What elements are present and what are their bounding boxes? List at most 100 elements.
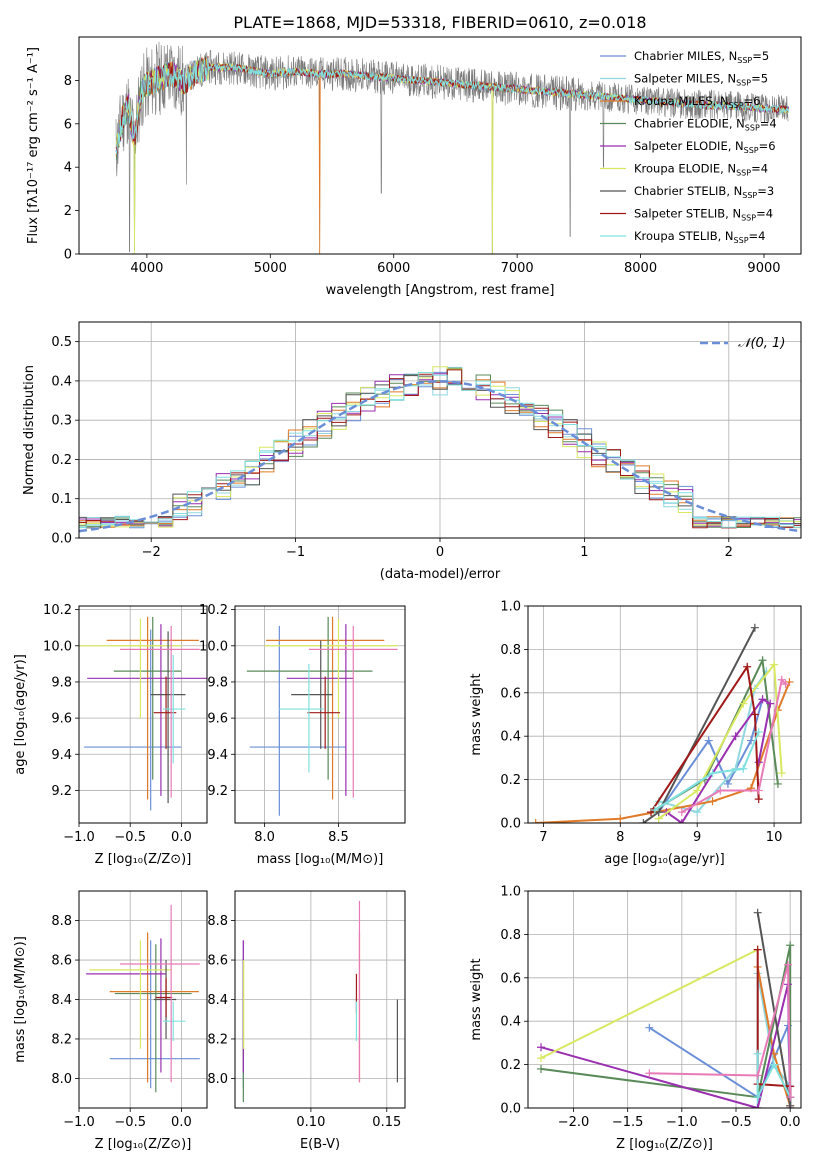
legend-entry: 𝒩(0, 1) — [738, 336, 785, 351]
data-point-marker — [753, 908, 762, 917]
y-tick-label: 10.2 — [43, 603, 72, 618]
histogram-series — [79, 379, 801, 529]
age_vs_mass-axes: 8.0 8.5 9.2 9.4 9.6 9.8 10.0 10.2 mass [log₁₀(M/… — [199, 603, 405, 867]
mass_vs_EBV-errorbars — [242, 900, 399, 1103]
legend-entry: Salpeter STELIB, NSSP=4 — [634, 207, 773, 223]
y-tick-label: 8.8 — [51, 914, 72, 929]
mass-weight-line — [665, 697, 772, 823]
legend-entry: Salpeter MILES, NSSP=5 — [634, 72, 768, 88]
figure-title: PLATE=1868, MJD=53318, FIBERID=0610, z=0… — [233, 13, 646, 32]
mass-weight-line — [535, 681, 791, 823]
y-tick-label: 8.4 — [207, 993, 228, 1008]
axes-frame — [234, 890, 406, 1109]
x-tick-label: −2 — [142, 545, 161, 560]
x-tick-label: 0 — [436, 545, 444, 560]
x-tick-label: 0.0 — [780, 1115, 801, 1130]
data-point-marker — [645, 1069, 654, 1078]
data-point-marker — [753, 1071, 762, 1080]
histogram-series — [79, 367, 801, 528]
mass-weight-line — [540, 984, 792, 1108]
x-axis-label: mass [log₁₀(M/M⊙)] — [257, 852, 384, 867]
age_vs_mass-errorbars — [246, 616, 398, 816]
data-point-marker — [677, 808, 686, 817]
x-tick-label: 8 — [616, 830, 624, 845]
model-spectrum-line — [115, 57, 790, 154]
x-tick-label: 8.0 — [254, 830, 275, 845]
spectrum-legend: Chabrier MILES, NSSP=5 Salpeter MILES, NS… — [600, 49, 777, 245]
x-tick-label: −1.0 — [63, 1115, 95, 1130]
y-tick-label: 8.4 — [51, 993, 72, 1008]
y-tick-label: 8.0 — [207, 1072, 228, 1087]
age_vs_Z-errorbars — [79, 616, 207, 811]
y-tick-label: 0.1 — [51, 492, 72, 507]
mass-weight-line — [650, 664, 760, 813]
y-tick-label: 9.8 — [51, 675, 72, 690]
data-point-marker — [766, 699, 775, 708]
axes-frame — [527, 605, 802, 824]
x-tick-label: 8.5 — [328, 830, 349, 845]
x-tick-label: 6000 — [377, 261, 410, 276]
legend-entry: Chabrier MILES, NSSP=5 — [634, 49, 769, 65]
mass_vs_EBV-axes: 0.10 0.15 8.0 8.2 8.4 8.6 8.8 E(B-V) — [207, 891, 405, 1152]
x-tick-label: −1.0 — [666, 1115, 698, 1130]
y-tick-label: 0.2 — [51, 453, 72, 468]
data-point-marker — [786, 1093, 795, 1102]
y-tick-label: 8.8 — [207, 914, 228, 929]
y-tick-label: 0.4 — [51, 374, 72, 389]
x-axis-label: Z [log₁₀(Z/Z⊙)] — [616, 1137, 713, 1152]
data-point-marker — [753, 1093, 762, 1102]
axes-frame — [527, 890, 802, 1109]
mass-weight-line — [540, 945, 792, 1108]
massweight_vs_Z-axes: −2.0 −1.5 −1.0 −0.5 0.0 0.0 0.2 0.4 0.6 0.8 1.0 Z [… — [469, 885, 801, 1152]
axes-frame — [78, 890, 208, 1109]
axes-frame — [234, 605, 406, 824]
data-point-marker — [531, 819, 540, 823]
y-tick-label: 0.0 — [51, 532, 72, 547]
y-tick-label: 8.0 — [51, 1072, 72, 1087]
x-tick-label: 10 — [766, 830, 783, 845]
data-point-marker — [743, 662, 752, 671]
x-tick-label: 4000 — [130, 261, 163, 276]
y-tick-label: 0.4 — [500, 730, 521, 745]
histogram-series — [79, 371, 801, 529]
data-point-marker — [754, 727, 763, 736]
observed-spectrum-line — [115, 41, 789, 254]
legend-entry: Chabrier ELODIE, NSSP=4 — [634, 117, 777, 133]
x-tick-label: 2 — [725, 545, 733, 560]
model-spectrum-line — [115, 58, 790, 254]
y-axis-label: mass weight — [469, 958, 484, 1040]
legend-entry: Kroupa STELIB, NSSP=4 — [634, 229, 765, 245]
y-axis-label: mass weight — [469, 673, 484, 755]
x-tick-label: −2.0 — [558, 1115, 590, 1130]
data-point-marker — [723, 779, 732, 788]
y-tick-label: 0.2 — [500, 773, 521, 788]
y-tick-label: 0.8 — [500, 643, 521, 658]
y-tick-label: 0.6 — [500, 971, 521, 986]
massweight_vs_Z-lines — [537, 908, 795, 1108]
x-axis-label: (data-model)/error — [380, 567, 501, 582]
y-tick-label: 9.8 — [207, 675, 228, 690]
residuals-axes: −2 −1 0 1 2 0.0 0.1 0.2 0.3 0.4 0.5 (data-model)/er… — [22, 322, 801, 582]
data-point-marker — [731, 732, 740, 741]
mass-weight-line — [654, 731, 760, 811]
x-axis-label: Z [log₁₀(Z/Z⊙)] — [95, 1137, 192, 1152]
data-point-marker — [753, 1104, 762, 1108]
y-tick-label: 10.2 — [199, 603, 228, 618]
data-point-marker — [708, 769, 717, 778]
y-tick-label: 10.0 — [43, 639, 72, 654]
y-tick-label: 0.3 — [51, 414, 72, 429]
y-tick-label: 10.0 — [199, 639, 228, 654]
data-point-marker — [784, 960, 792, 969]
x-axis-label: E(B-V) — [300, 1137, 340, 1152]
data-point-marker — [693, 786, 702, 795]
axes-frame — [78, 321, 802, 539]
histogram-series — [79, 366, 801, 528]
y-tick-label: 9.2 — [51, 784, 72, 799]
y-tick-label: 0 — [64, 248, 72, 263]
y-tick-label: 0.5 — [51, 335, 72, 350]
x-tick-label: −0.5 — [114, 1115, 146, 1130]
y-tick-label: 8.6 — [207, 954, 228, 969]
legend-entry: Kroupa ELODIE, NSSP=4 — [634, 162, 768, 178]
x-tick-label: 0.10 — [296, 1115, 325, 1130]
x-tick-label: 7 — [539, 830, 547, 845]
